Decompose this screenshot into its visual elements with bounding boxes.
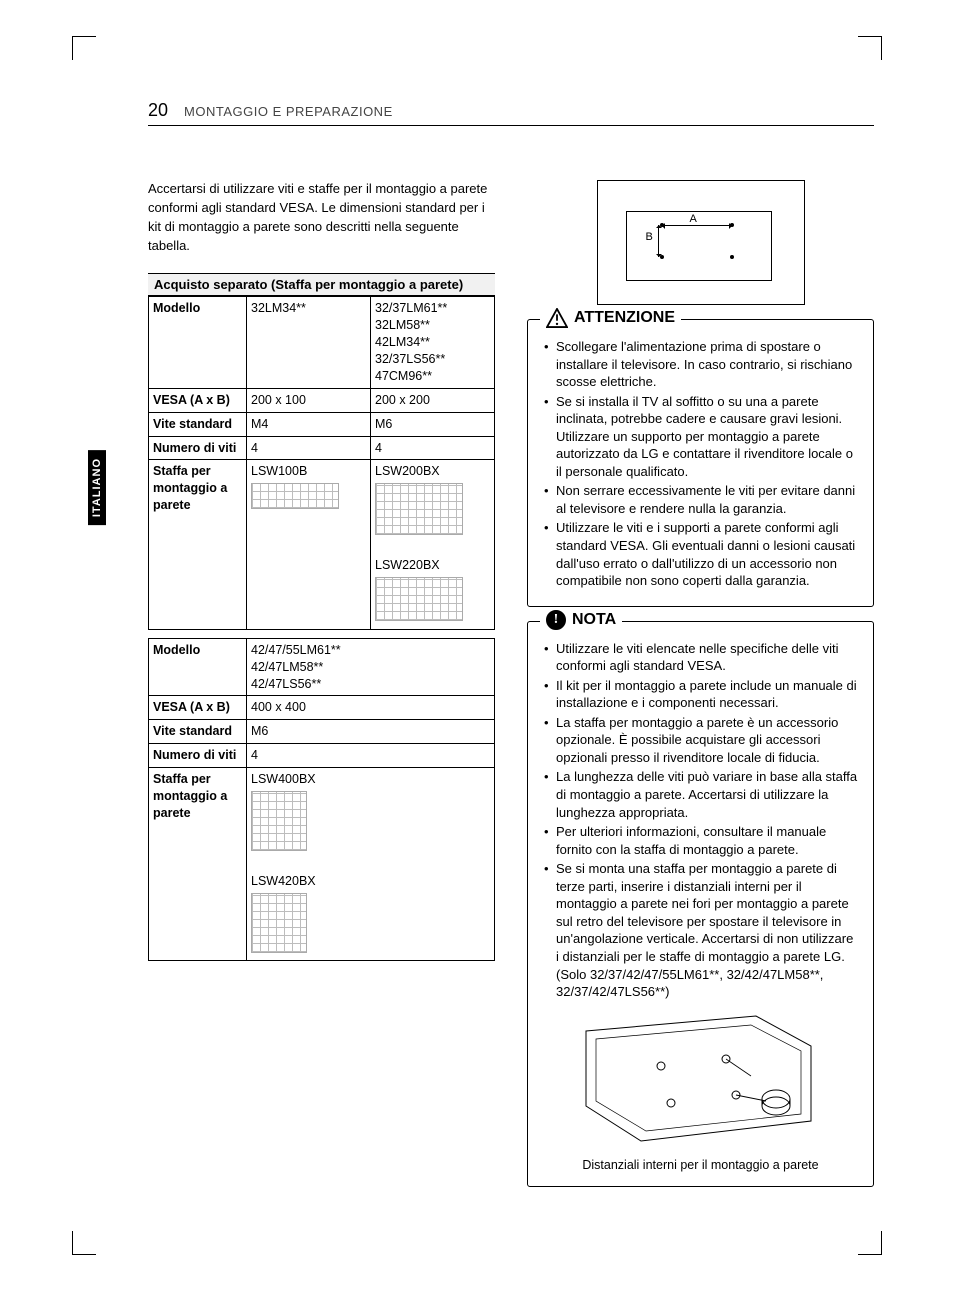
row-label: VESA (A x B) [149, 388, 247, 412]
cell: 200 x 200 [371, 388, 495, 412]
cell: 4 [247, 744, 495, 768]
row-label: Modello [149, 297, 247, 388]
bracket-model: LSW400BX [251, 772, 316, 786]
crop-mark [72, 36, 96, 60]
list-item: Se si monta una staffa per montaggio a p… [542, 860, 859, 1000]
dimension-a-label: A [690, 213, 697, 225]
row-label: Numero di viti [149, 436, 247, 460]
spec-table-1: Modello 32LM34** 32/37LM61** 32LM58** 42… [148, 296, 495, 629]
bracket-model: LSW100B [251, 464, 307, 478]
bracket-model: LSW420BX [251, 874, 316, 888]
bracket-illustration [251, 483, 339, 509]
warning-icon [546, 308, 568, 328]
section-title: MONTAGGIO E PREPARAZIONE [184, 104, 393, 119]
row-label: Vite standard [149, 720, 247, 744]
spec-table-2: Modello 42/47/55LM61** 42/47LM58** 42/47… [148, 638, 495, 962]
cell: 32LM34** [247, 297, 371, 388]
bracket-illustration [251, 791, 307, 851]
crop-mark [858, 36, 882, 60]
cell: 200 x 100 [247, 388, 371, 412]
row-label: Staffa per montaggio a parete [149, 768, 247, 961]
list-item: Se si installa il TV al soffitto o su un… [542, 393, 859, 481]
left-column: Accertarsi di utilizzare viti e staffe p… [148, 180, 495, 1201]
list-item: Per ulteriori informazioni, consultare i… [542, 823, 859, 858]
separate-purchase-heading: Acquisto separato (Staffa per montaggio … [148, 273, 495, 296]
row-label: Vite standard [149, 412, 247, 436]
cell: M4 [247, 412, 371, 436]
note-icon: ! [546, 610, 566, 630]
cell: M6 [371, 412, 495, 436]
list-item: Scollegare l'alimentazione prima di spos… [542, 338, 859, 391]
note-list: Utilizzare le viti elencate nelle specif… [542, 640, 859, 1001]
note-callout: ! NOTA Utilizzare le viti elencate nelle… [527, 621, 874, 1187]
list-item: Non serrare eccessivamente le viti per e… [542, 482, 859, 517]
list-item: Il kit per il montaggio a parete include… [542, 677, 859, 712]
list-item: Utilizzare le viti elencate nelle specif… [542, 640, 859, 675]
dimension-b-label: B [646, 231, 653, 243]
cell: LSW200BX LSW220BX [371, 460, 495, 629]
attention-title: ATTENZIONE [574, 309, 675, 327]
row-label: Numero di viti [149, 744, 247, 768]
list-item: La staffa per montaggio a parete è un ac… [542, 714, 859, 767]
cell: 32/37LM61** 32LM58** 42LM34** 32/37LS56*… [371, 297, 495, 388]
bracket-model: LSW200BX [375, 464, 440, 478]
crop-mark [858, 1231, 882, 1255]
spacer-diagram: Distanziali interni per il montaggio a p… [576, 1011, 826, 1172]
crop-mark [72, 1231, 96, 1255]
cell: 4 [247, 436, 371, 460]
attention-callout: ATTENZIONE Scollegare l'alimentazione pr… [527, 319, 874, 607]
list-item: Utilizzare le viti e i supporti a parete… [542, 519, 859, 589]
bracket-illustration [375, 577, 463, 621]
row-label: VESA (A x B) [149, 696, 247, 720]
bracket-illustration [375, 483, 463, 535]
row-label: Modello [149, 638, 247, 696]
cell: LSW100B [247, 460, 371, 629]
right-column: A B ATTENZIONE Scollegare l'alimentazion… [527, 180, 874, 1201]
note-title: NOTA [572, 611, 616, 629]
bracket-illustration [251, 893, 307, 953]
language-tab: ITALIANO [88, 450, 106, 525]
cell: 400 x 400 [247, 696, 495, 720]
page-header: 20 MONTAGGIO E PREPARAZIONE [148, 100, 874, 126]
row-label: Staffa per montaggio a parete [149, 460, 247, 629]
spacer-caption: Distanziali interni per il montaggio a p… [576, 1158, 826, 1172]
cell: LSW400BX LSW420BX [247, 768, 495, 961]
intro-paragraph: Accertarsi di utilizzare viti e staffe p… [148, 180, 495, 255]
attention-list: Scollegare l'alimentazione prima di spos… [542, 338, 859, 590]
cell: 4 [371, 436, 495, 460]
list-item: La lunghezza delle viti può variare in b… [542, 768, 859, 821]
cell: 42/47/55LM61** 42/47LM58** 42/47LS56** [247, 638, 495, 696]
vesa-diagram: A B [597, 180, 805, 305]
page-number: 20 [148, 100, 168, 121]
bracket-model: LSW220BX [375, 558, 440, 572]
cell: M6 [247, 720, 495, 744]
